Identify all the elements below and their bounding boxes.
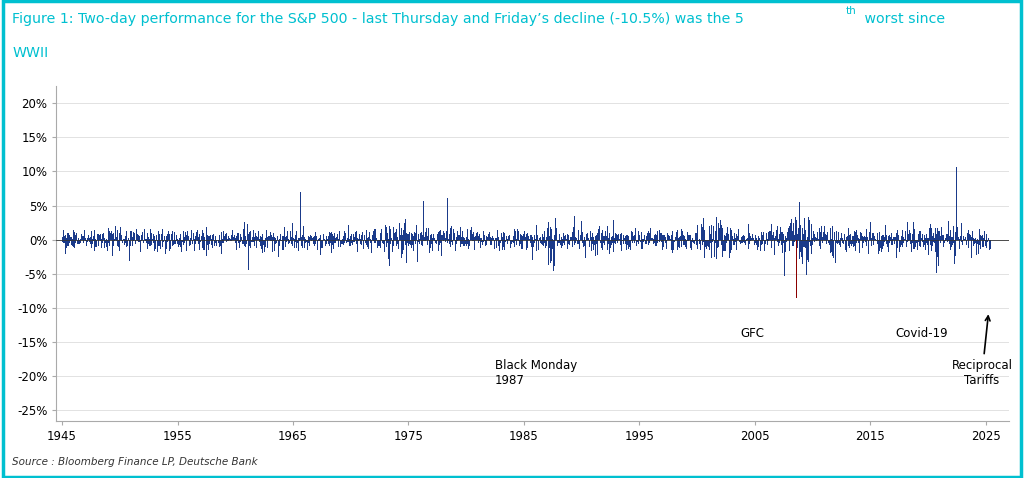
Text: Source : Bloomberg Finance LP, Deutsche Bank: Source : Bloomberg Finance LP, Deutsche … [12,457,258,467]
Text: Figure 1: Two-day performance for the S&P 500 - last Thursday and Friday’s decli: Figure 1: Two-day performance for the S&… [12,12,744,26]
Text: th: th [846,6,856,16]
Text: worst since: worst since [860,12,945,26]
Text: Covid-19: Covid-19 [896,327,948,340]
Text: GFC: GFC [740,327,765,340]
Text: Reciprocal
Tariffs: Reciprocal Tariffs [951,316,1013,387]
Text: WWII: WWII [12,46,48,60]
Text: Black Monday
1987: Black Monday 1987 [495,359,578,387]
